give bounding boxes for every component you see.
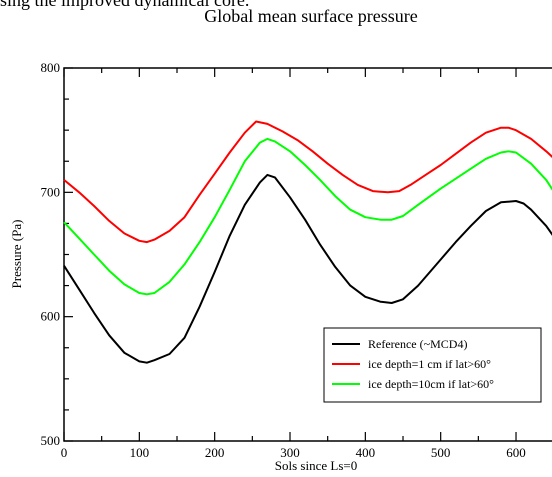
axis-ticks: 0 100 200 300 400 500 600 500 600 700 800 bbox=[41, 60, 526, 460]
x-tick-label: 400 bbox=[356, 445, 376, 460]
y-axis-label: Pressure (Pa) bbox=[9, 220, 24, 289]
y-tick-label: 500 bbox=[41, 433, 61, 448]
chart-title: Global mean surface pressure bbox=[204, 6, 417, 26]
series-lines bbox=[63, 120, 552, 364]
x-tick-label: 100 bbox=[130, 445, 150, 460]
x-tick-label: 200 bbox=[205, 445, 225, 460]
x-tick-label: 600 bbox=[506, 445, 526, 460]
legend-label-3: ice depth=10cm if lat>60° bbox=[368, 377, 494, 391]
x-tick-label: 500 bbox=[431, 445, 451, 460]
legend-label-1: Reference (~MCD4) bbox=[368, 337, 467, 351]
series-line-2 bbox=[63, 120, 552, 244]
legend-items: Reference (~MCD4) ice depth=1 cm if lat>6… bbox=[332, 337, 494, 391]
legend-label-2: ice depth=1 cm if lat>60° bbox=[368, 357, 491, 371]
series-line-3 bbox=[63, 137, 552, 296]
legend-box bbox=[323, 327, 542, 403]
x-tick-label: 0 bbox=[61, 445, 68, 460]
y-tick-label: 800 bbox=[41, 60, 61, 75]
x-tick-label: 300 bbox=[280, 445, 300, 460]
y-tick-label: 600 bbox=[41, 309, 61, 324]
cropped-caption-text: sing the improved dynamical core. bbox=[0, 0, 250, 10]
legend: Reference (~MCD4) ice depth=1 cm if lat>6… bbox=[323, 327, 542, 403]
y-tick-label: 700 bbox=[41, 184, 61, 199]
series-line-1 bbox=[63, 173, 552, 364]
x-axis-label: Sols since Ls=0 bbox=[275, 458, 357, 473]
